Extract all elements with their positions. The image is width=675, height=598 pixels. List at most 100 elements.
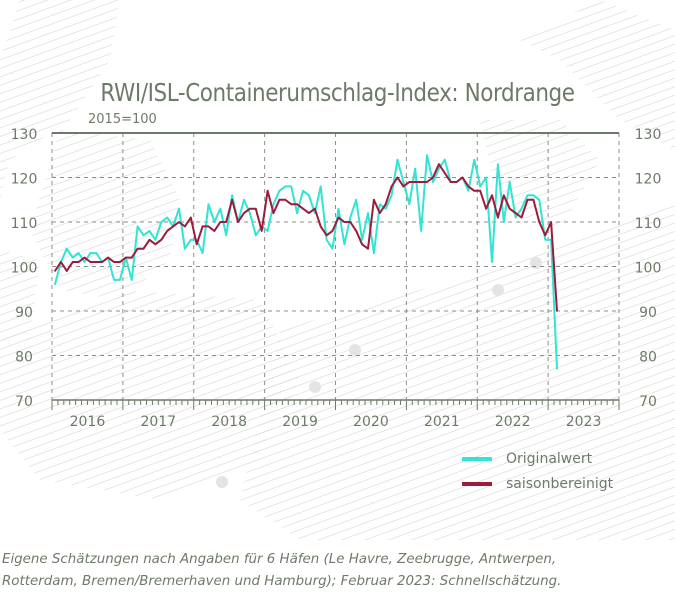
data-point-originalwert bbox=[556, 368, 558, 370]
data-point-saisonbereinigt bbox=[402, 185, 405, 188]
legend-item-saisonbereinigt: saisonbereinigt bbox=[462, 471, 613, 496]
series-line-saisonbereinigt bbox=[54, 163, 558, 312]
data-point-saisonbereinigt bbox=[195, 243, 198, 246]
data-point-saisonbereinigt bbox=[420, 181, 422, 183]
data-point-originalwert bbox=[166, 216, 168, 219]
data-point-originalwert bbox=[361, 239, 363, 241]
data-point-originalwert bbox=[249, 212, 251, 214]
data-point-saisonbereinigt bbox=[556, 310, 558, 312]
y-tick-label-right: 120 bbox=[635, 172, 662, 188]
data-point-saisonbereinigt bbox=[231, 198, 233, 201]
footnote-line-2: Rotterdam, Bremen/Bremerhaven und Hambur… bbox=[2, 574, 562, 589]
data-point-saisonbereinigt bbox=[225, 221, 228, 223]
data-point-saisonbereinigt bbox=[184, 225, 186, 228]
data-point-saisonbereinigt bbox=[479, 190, 482, 192]
data-point-saisonbereinigt bbox=[544, 234, 546, 237]
data-point-saisonbereinigt bbox=[278, 198, 281, 201]
data-point-originalwert bbox=[514, 216, 517, 219]
data-point-saisonbereinigt bbox=[89, 261, 92, 263]
data-point-originalwert bbox=[113, 279, 115, 281]
data-point-saisonbereinigt bbox=[491, 194, 493, 197]
data-point-originalwert bbox=[420, 230, 422, 232]
data-point-saisonbereinigt bbox=[378, 212, 381, 214]
x-tick-label: 2021 bbox=[424, 414, 460, 430]
data-point-originalwert bbox=[378, 203, 381, 205]
data-point-originalwert bbox=[485, 176, 487, 179]
data-point-originalwert bbox=[201, 252, 204, 254]
data-point-saisonbereinigt bbox=[296, 203, 298, 205]
data-point-originalwert bbox=[213, 221, 216, 223]
data-point-originalwert bbox=[254, 234, 257, 237]
data-point-saisonbereinigt bbox=[71, 261, 74, 263]
data-point-saisonbereinigt bbox=[414, 181, 417, 183]
data-point-originalwert bbox=[396, 158, 399, 161]
data-point-saisonbereinigt bbox=[396, 176, 399, 179]
y-tick-label-left: 70 bbox=[15, 394, 33, 410]
data-point-saisonbereinigt bbox=[526, 198, 529, 201]
data-point-saisonbereinigt bbox=[254, 207, 257, 210]
data-point-originalwert bbox=[319, 185, 322, 188]
data-point-saisonbereinigt bbox=[319, 225, 322, 228]
x-tick-label: 2018 bbox=[211, 414, 247, 430]
data-point-saisonbereinigt bbox=[449, 181, 452, 183]
y-tick-label-left: 90 bbox=[15, 305, 33, 321]
data-point-originalwert bbox=[272, 203, 275, 205]
data-point-saisonbereinigt bbox=[125, 256, 127, 259]
data-point-saisonbereinigt bbox=[497, 216, 499, 219]
data-point-originalwert bbox=[83, 261, 86, 263]
data-point-originalwert bbox=[544, 239, 546, 241]
data-point-originalwert bbox=[130, 279, 133, 281]
chart-title: RWI/ISL-Containerumschlag-Index: Nordran… bbox=[100, 78, 575, 107]
data-point-saisonbereinigt bbox=[272, 212, 275, 214]
data-point-originalwert bbox=[373, 252, 375, 254]
data-point-originalwert bbox=[473, 158, 476, 161]
data-point-saisonbereinigt bbox=[101, 261, 104, 263]
y-tick-label-right: 110 bbox=[635, 216, 662, 232]
data-point-saisonbereinigt bbox=[154, 243, 157, 246]
data-point-originalwert bbox=[414, 167, 417, 170]
x-tick-label: 2016 bbox=[70, 414, 106, 430]
data-point-originalwert bbox=[355, 198, 357, 201]
data-point-originalwert bbox=[337, 207, 340, 210]
data-point-saisonbereinigt bbox=[331, 230, 334, 232]
data-point-originalwert bbox=[290, 185, 293, 188]
data-point-saisonbereinigt bbox=[485, 207, 487, 210]
data-point-saisonbereinigt bbox=[508, 207, 511, 210]
data-point-originalwert bbox=[438, 167, 440, 170]
data-point-saisonbereinigt bbox=[166, 230, 168, 232]
legend-swatch-originalwert bbox=[462, 456, 492, 461]
data-point-saisonbereinigt bbox=[503, 194, 505, 197]
data-point-originalwert bbox=[189, 239, 192, 241]
data-point-originalwert bbox=[491, 261, 493, 263]
x-tick-label: 2023 bbox=[566, 414, 602, 430]
data-point-saisonbereinigt bbox=[314, 207, 316, 210]
legend-label: saisonbereinigt bbox=[506, 475, 614, 492]
y-tick-label-right: 130 bbox=[635, 127, 662, 143]
data-point-saisonbereinigt bbox=[207, 225, 210, 228]
data-point-saisonbereinigt bbox=[343, 221, 346, 223]
data-point-originalwert bbox=[503, 221, 505, 223]
data-point-saisonbereinigt bbox=[237, 221, 239, 223]
data-point-saisonbereinigt bbox=[95, 261, 98, 263]
data-point-originalwert bbox=[384, 207, 387, 210]
data-point-originalwert bbox=[367, 212, 369, 214]
data-point-saisonbereinigt bbox=[438, 163, 440, 165]
data-point-saisonbereinigt bbox=[550, 221, 552, 223]
data-point-originalwert bbox=[296, 212, 298, 214]
data-point-saisonbereinigt bbox=[308, 212, 310, 214]
data-point-saisonbereinigt bbox=[201, 225, 204, 228]
x-tick-label: 2019 bbox=[282, 414, 318, 430]
data-point-saisonbereinigt bbox=[461, 176, 464, 179]
data-point-saisonbereinigt bbox=[361, 243, 363, 246]
data-point-originalwert bbox=[408, 203, 411, 205]
data-point-saisonbereinigt bbox=[384, 203, 387, 205]
x-tick-label: 2022 bbox=[495, 414, 531, 430]
data-point-saisonbereinigt bbox=[172, 225, 174, 228]
y-tick-label-left: 110 bbox=[11, 216, 38, 232]
y-tick-label-right: 100 bbox=[635, 261, 662, 277]
series-line-originalwert bbox=[54, 154, 558, 369]
data-point-originalwert bbox=[219, 207, 222, 210]
data-point-originalwert bbox=[520, 207, 523, 210]
data-point-saisonbereinigt bbox=[189, 216, 192, 219]
